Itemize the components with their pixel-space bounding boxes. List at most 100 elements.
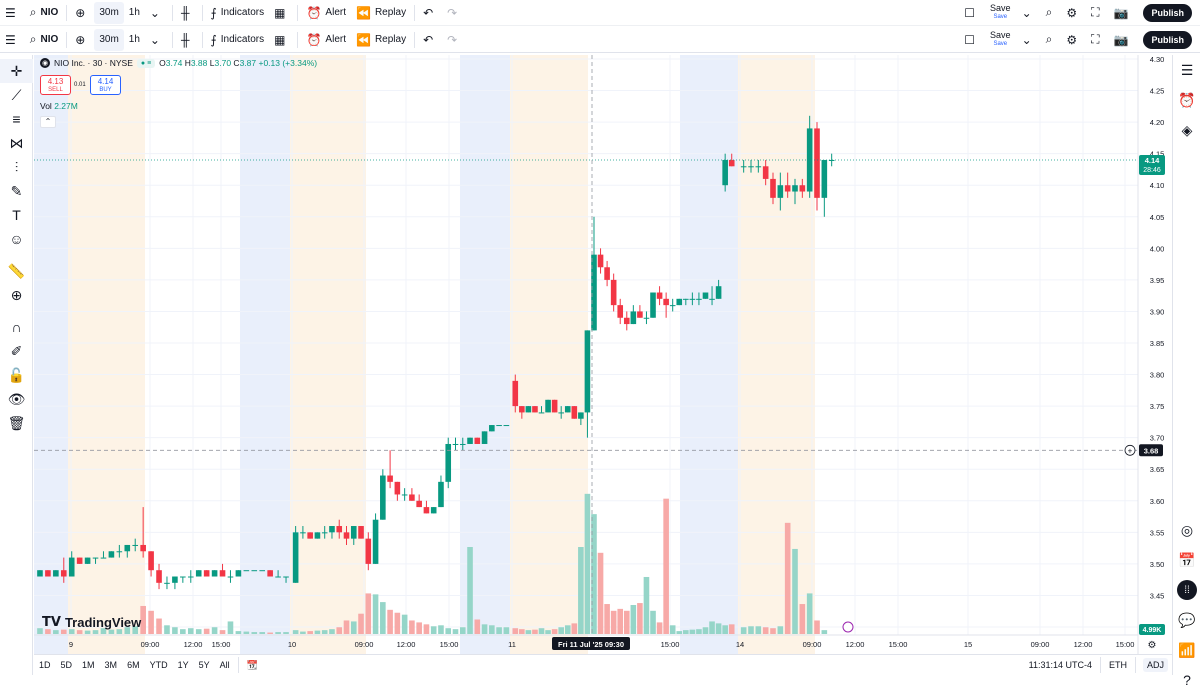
symbol-title[interactable]: NIO Inc. · 30 · NYSE [54, 58, 133, 68]
symbol-search-button[interactable]: ⌕ NIO [29, 5, 59, 19]
crosshair-icon[interactable]: ✛ [0, 59, 33, 83]
magnet-icon[interactable]: ∩ [11, 319, 22, 335]
layout-select-button[interactable]: ☐ [959, 29, 984, 51]
interval-30m[interactable]: 30m [94, 1, 124, 24]
plus-circle-icon: ⊕ [75, 32, 86, 47]
fullscreen-button[interactable]: ⛶ [1086, 2, 1108, 24]
market-status-badge[interactable]: ● ≡ [136, 58, 156, 68]
interval-dropdown[interactable]: ⌄ [145, 2, 169, 24]
indicators-icon: ⨍ [210, 32, 217, 47]
interval-30m[interactable]: 30m [94, 28, 124, 51]
layout-select-button[interactable]: ☐ [959, 2, 984, 24]
candle-body [84, 557, 91, 564]
alert-button[interactable]: ⏰ Alert [306, 32, 346, 47]
alarm-icon[interactable]: ⏰ [1178, 91, 1196, 108]
eye-icon[interactable]: 👁 [7, 390, 26, 407]
price-tick-label: 4.05 [1150, 213, 1165, 222]
apps-icon[interactable]: ⁞⁞ [1173, 575, 1200, 605]
candle-body [584, 330, 591, 413]
publish-button[interactable]: Publish [1143, 3, 1192, 22]
time-tick-label: 15:00 [212, 640, 231, 649]
layouts-button[interactable]: ▦ [269, 29, 294, 51]
price-chart[interactable]: 4.30 4.25 4.20 4.15 4.10 4.05 4.00 3.95 3.90 3.85… [0, 0, 1200, 675]
watchlist-icon[interactable]: ☰ [1180, 61, 1194, 78]
interval-1h[interactable]: 1h [128, 7, 140, 18]
range-3m[interactable]: 3M [104, 660, 118, 670]
replay-button[interactable]: ⏪ Replay [355, 5, 407, 20]
quick-search-button[interactable]: ⌕ [1041, 29, 1062, 51]
session-band [290, 55, 366, 654]
range-ytd[interactable]: YTD [149, 660, 168, 670]
compare-button[interactable]: ⊕ [70, 2, 94, 24]
buy-button[interactable]: 4.14 BUY [90, 75, 121, 95]
clock-time[interactable]: 11:31:14 UTC-4 [1028, 660, 1092, 670]
broadcast-icon[interactable]: 📶 [1178, 641, 1196, 658]
snapshot-button[interactable]: 📷 [1109, 2, 1138, 24]
compare-button[interactable]: ⊕ [70, 29, 94, 51]
tradingview-logo[interactable]: 𝗧𝗩 TradingView [42, 614, 142, 630]
lock-drawing-icon[interactable]: ✐ [10, 342, 23, 359]
replay-button[interactable]: ⏪ Replay [355, 32, 407, 47]
candle-body [792, 185, 798, 192]
brush-icon[interactable]: ✎ [10, 182, 23, 199]
save-dropdown[interactable]: ⌄ [1017, 29, 1041, 51]
adj-toggle[interactable]: ADJ [1142, 658, 1168, 672]
interval-dropdown[interactable]: ⌄ [145, 29, 169, 51]
redo-button[interactable]: ↷ [442, 2, 466, 24]
menu-icon[interactable]: ☰ [5, 32, 16, 47]
range-5d[interactable]: 5D [60, 660, 73, 670]
range-5y[interactable]: 5Y [198, 660, 210, 670]
range-1d[interactable]: 1D [39, 660, 51, 670]
indicators-button[interactable]: ⨍ Indicators [210, 32, 265, 47]
chart-type-button[interactable]: ╫ [176, 2, 199, 24]
quick-search-button[interactable]: ⌕ [1041, 2, 1062, 24]
collapse-legend-button[interactable]: ⌃ [40, 116, 56, 128]
zoom-in-icon[interactable]: ⊕ [10, 286, 23, 303]
session-eth[interactable]: ETH [1108, 660, 1127, 670]
snapshot-button[interactable]: 📷 [1109, 29, 1138, 51]
interval-1h[interactable]: 1h [128, 34, 140, 45]
goto-date-icon[interactable]: 📆 [246, 659, 258, 670]
fullscreen-button[interactable]: ⛶ [1086, 29, 1108, 51]
candle-body [503, 425, 510, 427]
range-6m[interactable]: 6M [127, 660, 140, 670]
range-all[interactable]: All [219, 660, 230, 670]
sell-button[interactable]: 4.13 SELL [40, 75, 71, 95]
ruler-icon[interactable]: 📏 [7, 262, 26, 279]
time-tick-label: 12:00 [184, 640, 203, 649]
fib-icon[interactable]: ≡ [12, 111, 21, 127]
candle-body [545, 399, 551, 413]
save-button[interactable]: Save Save [990, 29, 1011, 47]
drawing-toolbar: ✛ ⟋ ≡ ⋈ ⫶ ✎ T ☺ 📏 ⊕ ∩ ✐ 🔓 👁 🗑 [0, 55, 33, 675]
indicators-button[interactable]: ⨍ Indicators [210, 5, 265, 20]
publish-button[interactable]: Publish [1143, 30, 1192, 49]
target-icon[interactable]: ◎ [1180, 521, 1194, 538]
candle-body [372, 519, 379, 564]
save-button[interactable]: Save Save [990, 2, 1011, 20]
layouts-button[interactable]: ▦ [269, 2, 294, 24]
settings-button[interactable]: ⚙ [1061, 2, 1086, 24]
symbol-search-button[interactable]: ⌕ NIO [29, 32, 59, 46]
redo-button[interactable]: ↷ [442, 29, 466, 51]
forecast-icon[interactable]: ⫶ [14, 158, 19, 175]
alert-button[interactable]: ⏰ Alert [306, 5, 346, 20]
pattern-icon[interactable]: ⋈ [9, 134, 24, 151]
save-dropdown[interactable]: ⌄ [1017, 2, 1041, 24]
undo-button[interactable]: ↶ [418, 29, 442, 51]
lock-icon[interactable]: 🔓 [7, 366, 26, 383]
range-1y[interactable]: 1Y [177, 660, 189, 670]
alarm-icon: ⏰ [306, 5, 322, 20]
layers-icon[interactable]: ◈ [1181, 121, 1193, 138]
trash-icon[interactable]: 🗑 [7, 414, 26, 431]
candle-body [211, 570, 218, 577]
chart-type-button[interactable]: ╫ [176, 29, 199, 51]
emoji-icon[interactable]: ☺ [9, 231, 24, 247]
calendar-icon[interactable]: 📅 [1178, 551, 1196, 568]
menu-icon[interactable]: ☰ [5, 5, 16, 20]
trend-line-icon[interactable]: ⟋ [11, 86, 22, 103]
chat-icon[interactable]: 💬 [1178, 611, 1196, 628]
text-icon[interactable]: T [12, 207, 21, 223]
range-1m[interactable]: 1M [82, 660, 95, 670]
settings-button[interactable]: ⚙ [1061, 29, 1086, 51]
undo-button[interactable]: ↶ [418, 2, 442, 24]
